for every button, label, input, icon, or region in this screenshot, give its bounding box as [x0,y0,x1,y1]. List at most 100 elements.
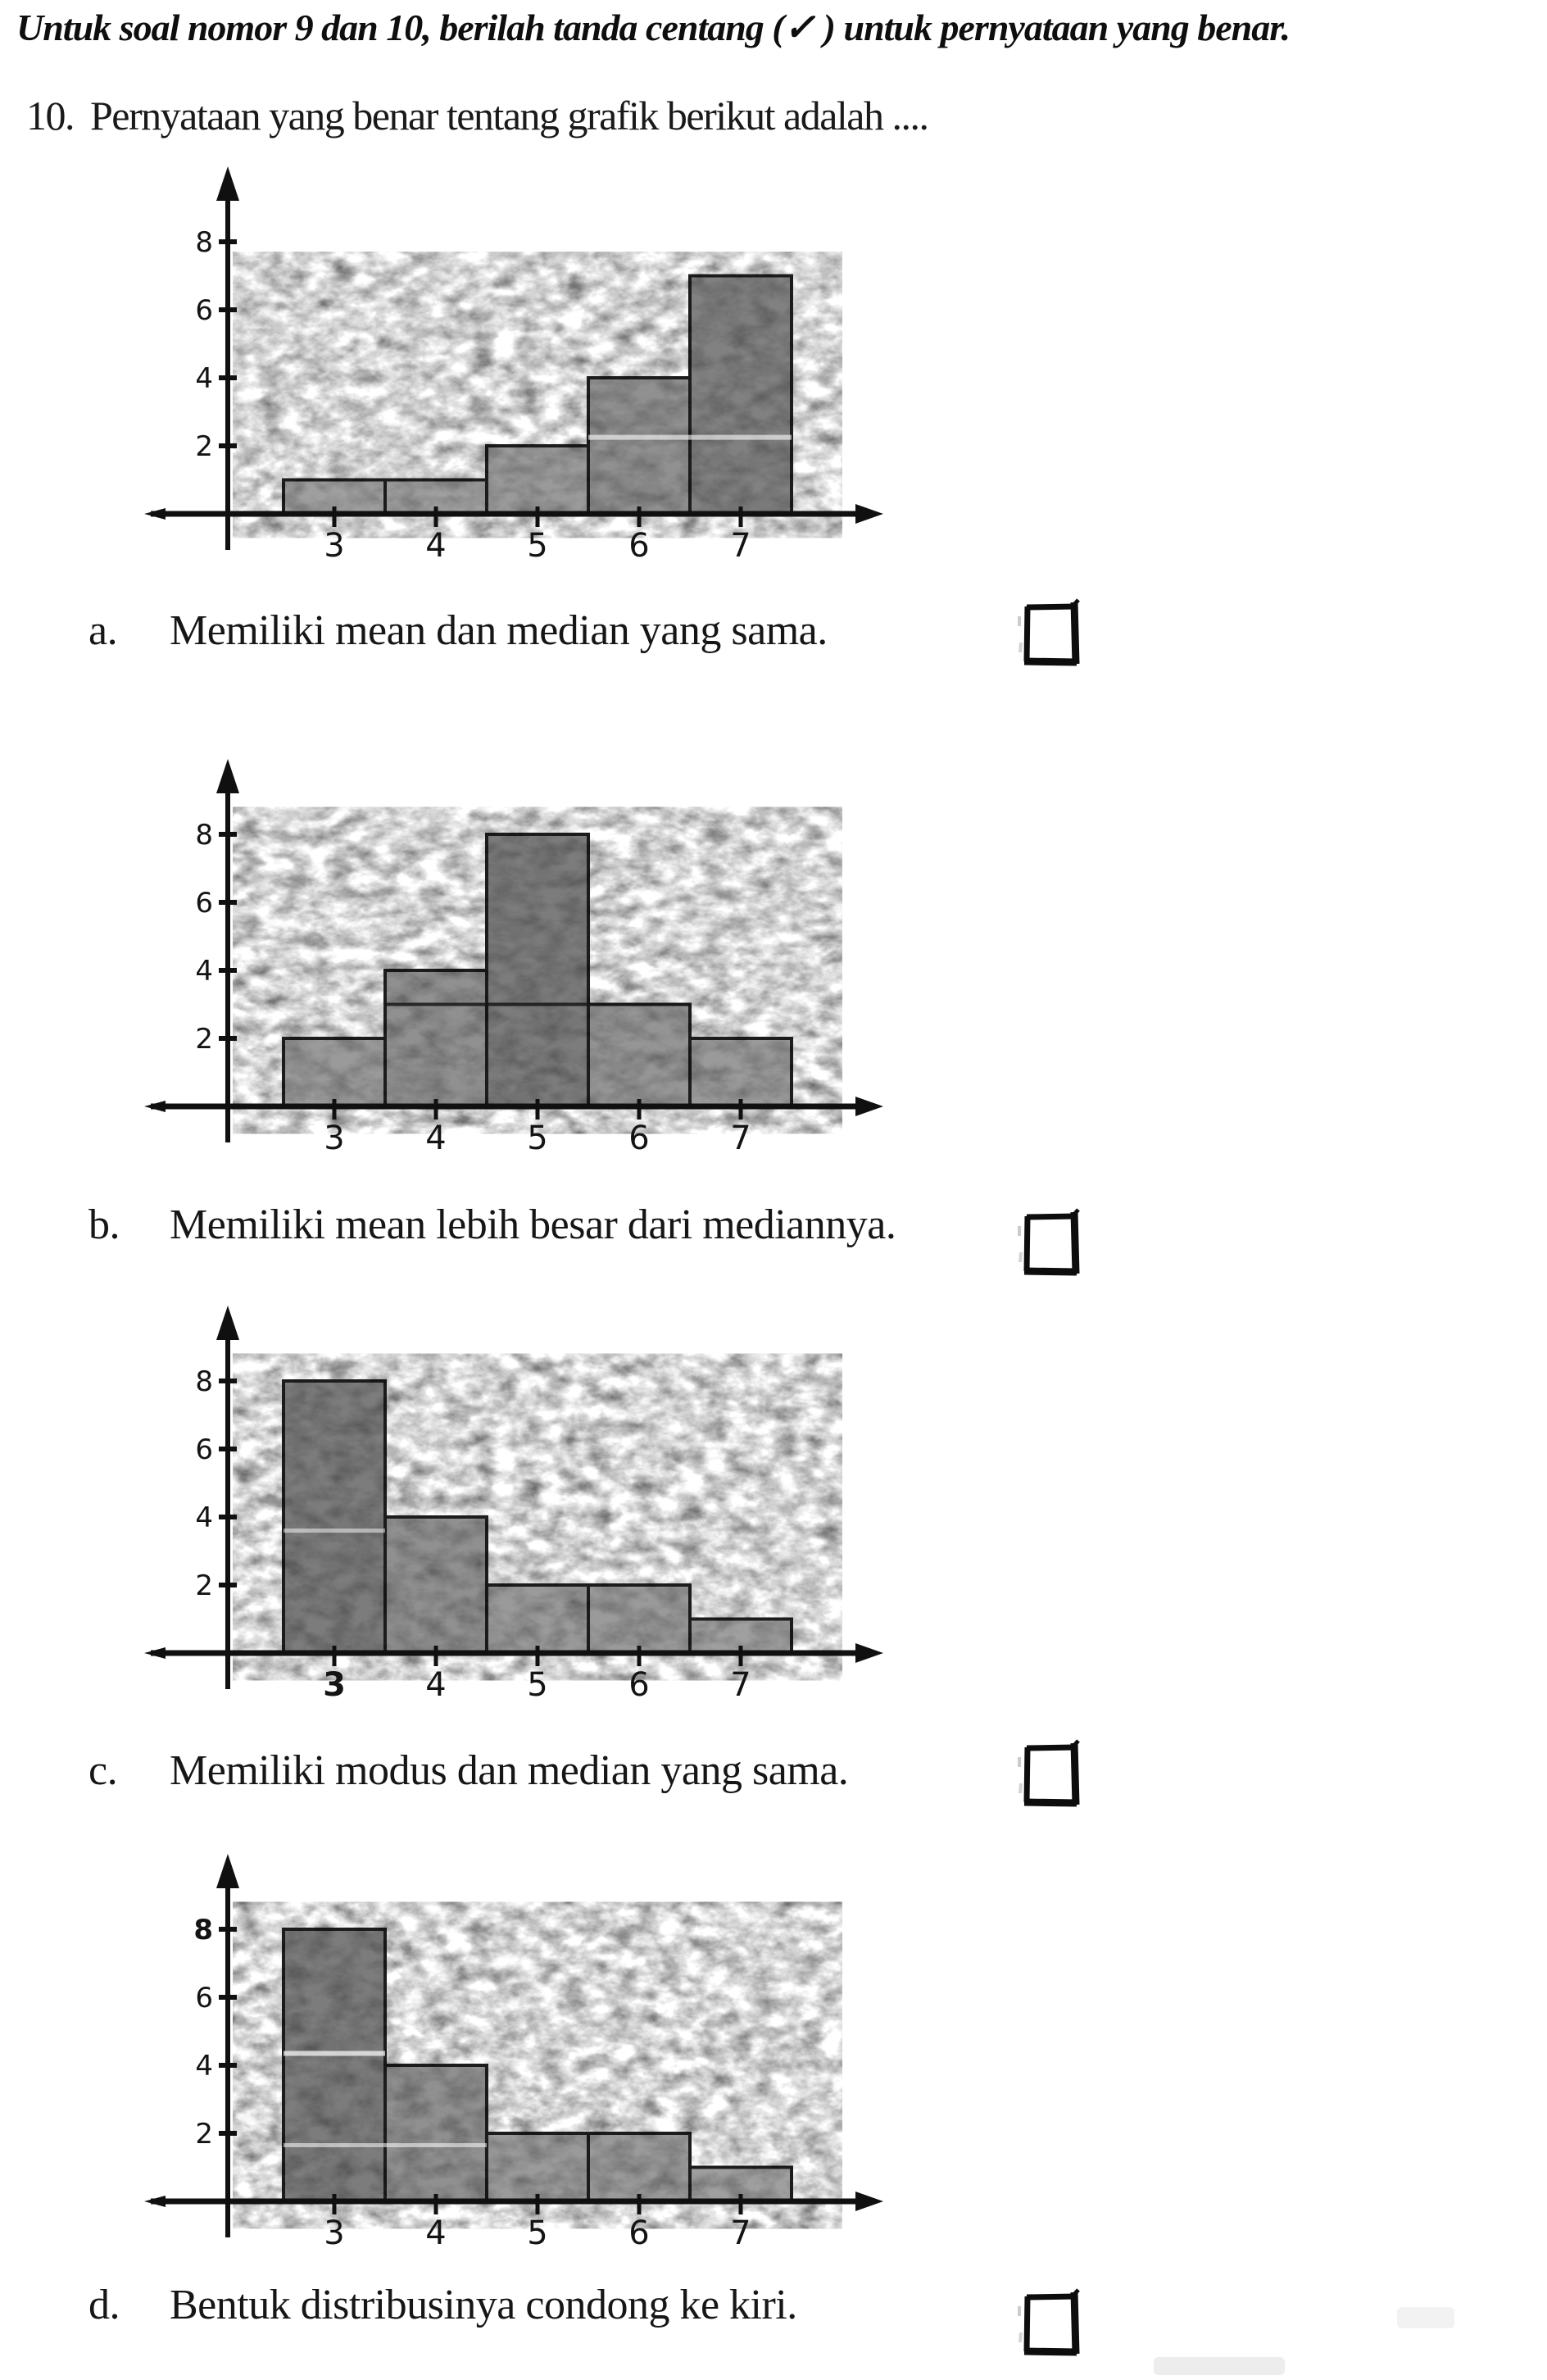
x-axis-right-arrow-icon [855,1097,883,1116]
x-tick-label: 3 [324,527,344,565]
bar-5 [485,444,590,516]
x-tick-label: 3 [324,1120,344,1157]
scan-smudge [1397,2307,1454,2328]
y-tick-label: 4 [195,2050,213,2082]
bar-5 [485,1583,590,1655]
option-letter-a: a. [88,607,118,654]
x-tick-label: 5 [527,1666,547,1704]
y-tick-label: 8 [195,819,213,852]
checkbox-d[interactable] [1016,2287,1088,2359]
x-tick-label: 4 [425,1120,446,1157]
y-tick-label: 4 [195,1501,213,1534]
y-tick-label: 8 [193,1914,213,1946]
x-tick-label: 6 [628,527,649,565]
bars-group [282,833,793,1108]
y-axis-top-arrow-icon [216,759,239,793]
checkbox-a[interactable] [1016,597,1088,669]
histogram-a-svg: 2 4 6 8 3 4 5 6 7 [144,166,883,565]
x-tick-label: 4 [425,1666,446,1704]
y-tick-label: 6 [195,887,213,920]
option-text-d: Bentuk distribusinya condong ke kiri. [170,2282,797,2328]
checkbox-d-box-icon [1018,2288,1080,2356]
x-tick-label: 3 [324,2214,344,2252]
y-tick-label: 8 [195,226,213,259]
bar-6 [587,1583,692,1655]
x-tick-label: 5 [527,1120,547,1157]
y-tick-label: 2 [195,1569,213,1602]
bar-4 [383,2064,488,2203]
checkbox-b-box-icon [1018,1208,1080,1276]
bars-group [282,1928,793,2203]
instruction-header: Untuk soal nomor 9 dan 10, berilah tanda… [16,7,1291,48]
x-tick-label: 7 [730,1120,751,1157]
x-axis-left-arrow-icon [144,1647,166,1659]
histogram-b-svg: 2 4 6 8 3 4 5 6 7 [144,759,883,1157]
x-tick-label: 7 [730,2214,751,2252]
bar-6 [587,376,692,516]
x-tick-label: 7 [730,1666,751,1704]
scan-smudge [1154,2357,1285,2375]
bar-3 [282,1379,387,1655]
x-tick-label: 7 [730,527,751,565]
y-axis-top-arrow-icon [216,1854,239,1888]
x-tick-label: 6 [628,2214,649,2252]
bar-6 [587,1002,692,1108]
bar-5 [485,2132,590,2203]
bar-5 [485,833,590,1108]
y-axis-top-arrow-icon [216,1306,239,1340]
x-tick-label: 5 [527,527,547,565]
checkbox-b[interactable] [1016,1206,1088,1279]
x-tick-label: 3 [323,1666,346,1704]
bar-6 [587,2132,692,2203]
option-letter-d: d. [88,2282,120,2328]
x-axis-right-arrow-icon [855,2192,883,2211]
x-axis-left-arrow-icon [144,1101,166,1112]
x-axis-left-arrow-icon [144,2196,166,2207]
x-tick-label: 4 [425,2214,446,2252]
bar-7 [688,274,793,516]
x-tick-label: 4 [425,527,446,565]
option-letter-b: b. [88,1201,120,1248]
option-letter-c: c. [88,1747,118,1794]
option-text-a: Memiliki mean dan median yang sama. [170,607,828,654]
bar-3 [282,1928,387,2203]
histogram-c: 2 4 6 8 3 4 5 6 7 [72,1301,900,1710]
y-tick-label: 2 [195,1023,213,1056]
x-axis-left-arrow-icon [144,508,166,520]
y-tick-label: 2 [195,430,213,463]
y-axis-top-arrow-icon [216,166,239,201]
statement-row-c: c. Memiliki modus dan median yang sama. [88,1746,1006,1795]
y-tick-label: 8 [195,1365,213,1398]
question-text: Pernyataan yang benar tentang grafik ber… [90,93,929,139]
checkbox-a-box-icon [1018,598,1080,666]
histogram-b: 2 4 6 8 3 4 5 6 7 [72,754,900,1164]
statement-row-b: b. Memiliki mean lebih besar dari median… [88,1201,1006,1249]
x-tick-label: 5 [527,2214,547,2252]
question-number: 10. [26,93,75,139]
y-tick-label: 4 [195,955,213,988]
checkbox-c-box-icon [1018,1739,1080,1807]
histogram-d: 2 4 6 8 3 4 5 6 7 [72,1849,900,2259]
bar-7 [688,1037,793,1108]
bar-3 [282,1037,387,1108]
y-tick-label: 4 [195,362,213,395]
y-tick-label: 6 [195,1982,213,2014]
y-tick-label: 6 [195,1433,213,1466]
bar-4 [383,969,488,1108]
statement-row-d: d. Bentuk distribusinya condong ke kiri. [88,2281,1006,2329]
question-line: 10. Pernyataan yang benar tentang grafik… [26,92,929,139]
bars-group [282,274,793,516]
x-tick-label: 6 [628,1120,649,1157]
option-text-c: Memiliki modus dan median yang sama. [170,1747,849,1794]
checkbox-c[interactable] [1016,1737,1088,1810]
bars-group [282,1379,793,1655]
x-tick-label: 6 [628,1666,649,1704]
y-tick-label: 2 [195,2118,213,2151]
bar-4 [383,1515,488,1655]
histogram-d-svg: 2 4 6 8 3 4 5 6 7 [144,1854,883,2252]
x-axis-right-arrow-icon [855,1643,883,1663]
histogram-c-svg: 2 4 6 8 3 4 5 6 7 [144,1306,883,1704]
histogram-a: 2 4 6 8 3 4 5 6 7 [72,161,900,571]
y-tick-label: 6 [195,294,213,327]
option-text-b: Memiliki mean lebih besar dari mediannya… [170,1201,896,1248]
